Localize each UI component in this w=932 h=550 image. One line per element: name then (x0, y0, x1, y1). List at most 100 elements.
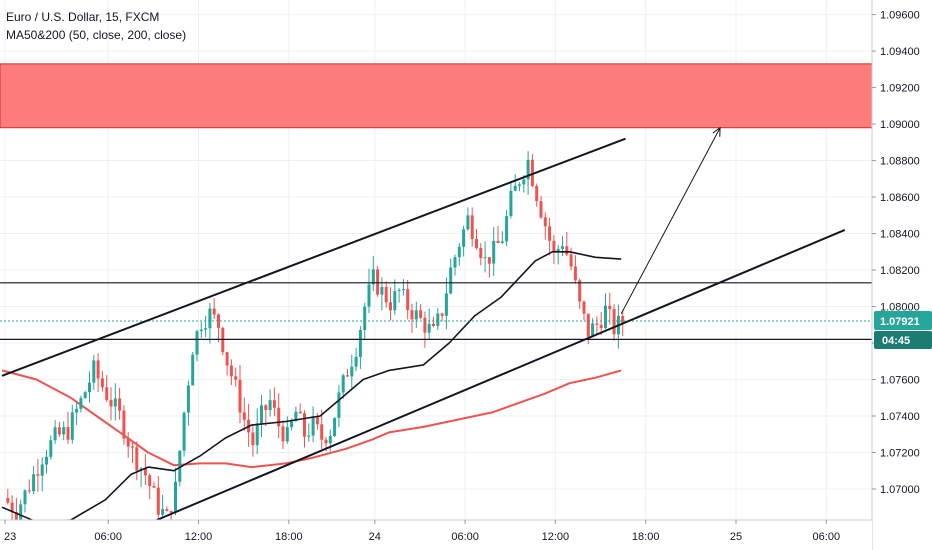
arrow-head (712, 126, 721, 137)
zone-rect (0, 63, 873, 129)
candle-body (23, 490, 27, 505)
candle-body (126, 438, 130, 447)
y-tick-label: 1.08200 (880, 265, 920, 277)
candle-body (535, 185, 539, 202)
candle-body (475, 239, 478, 249)
candle-body (462, 229, 466, 247)
x-tick-label: 06:00 (813, 531, 841, 543)
ma200-path (1, 369, 622, 469)
candle-body (350, 366, 354, 377)
candle-body (19, 504, 23, 521)
candle-body (88, 382, 91, 393)
candle-body (315, 416, 319, 425)
candle-body (32, 474, 36, 492)
candle-body (548, 226, 552, 241)
price-tags: 1.07921 04:45 (874, 310, 932, 349)
candle-body (57, 427, 61, 435)
candle-body (96, 360, 100, 379)
candle-body (303, 413, 306, 437)
candle-body (483, 257, 487, 259)
candle-body (440, 313, 444, 316)
candle-body (591, 323, 595, 337)
candle-body (62, 427, 66, 435)
candle-body (212, 308, 216, 315)
candle-body (36, 474, 40, 476)
candle-body (363, 306, 367, 330)
candle-body (118, 398, 122, 411)
x-tick-label: 24 (369, 531, 381, 543)
ma50-path (1, 251, 622, 523)
y-tick-label: 1.08600 (880, 192, 920, 204)
price-axis-bg (872, 0, 932, 550)
candle-body (105, 387, 109, 400)
y-tick-label: 1.07000 (880, 484, 920, 496)
candle-body (161, 509, 165, 515)
candle-body (457, 246, 461, 258)
candle-body (410, 310, 414, 320)
indicator-label[interactable]: MA50&200 (50, close, 200, close) (6, 28, 187, 42)
candle-body (522, 179, 526, 185)
candle-body (186, 385, 190, 413)
candle-body (453, 257, 457, 268)
candle-body (307, 435, 311, 437)
candle-body (199, 329, 203, 332)
candle-body (565, 246, 569, 255)
candle-body (45, 456, 48, 465)
candle-body (518, 184, 521, 186)
candle-body (165, 509, 169, 511)
candle-body (294, 411, 298, 422)
candle-body (341, 375, 345, 393)
candle-body (281, 426, 285, 442)
candle-body (75, 408, 79, 413)
y-tick-label: 1.07400 (880, 411, 920, 423)
candle-body (156, 487, 160, 515)
x-tick-label: 06:00 (451, 531, 479, 543)
candle-body (143, 468, 147, 476)
candle-body (367, 284, 371, 307)
candle-body (401, 289, 405, 291)
candle-body (569, 254, 573, 267)
candle-body (169, 510, 173, 513)
candle-body (285, 427, 289, 442)
candle-body (346, 375, 349, 377)
y-tick-label: 1.09600 (880, 10, 920, 22)
candle-body (234, 376, 238, 380)
candle-body (371, 269, 375, 285)
candle-body (277, 407, 281, 427)
x-tick-label: 25 (730, 531, 742, 543)
candle-body (260, 405, 263, 424)
candle-body (573, 266, 577, 281)
price-axis: 1.070001.072001.074001.076001.078001.080… (871, 0, 932, 550)
candle-body (337, 392, 341, 418)
candle-body (100, 378, 104, 388)
candle-body (135, 447, 139, 471)
candle-body (264, 405, 268, 411)
candle-body (79, 398, 83, 409)
symbol-title[interactable]: Euro / U.S. Dollar, 15, FXCM (6, 10, 160, 24)
candle-body (182, 412, 186, 451)
candle-body (298, 411, 302, 414)
candle-body (496, 240, 500, 243)
candle-body (221, 327, 225, 353)
candle-body (500, 241, 504, 243)
candle-body (131, 446, 134, 448)
candle-body (432, 323, 435, 326)
candle-body (466, 215, 470, 230)
candle-body (49, 440, 53, 457)
candle-body (406, 289, 410, 311)
price-tag (874, 310, 932, 330)
y-tick-label: 1.09200 (880, 83, 920, 95)
candle-body (217, 314, 220, 328)
candle-body (513, 185, 517, 191)
candle-body (526, 159, 530, 180)
x-tick-label: 12:00 (542, 531, 570, 543)
candle-body (380, 287, 384, 295)
y-tick-label: 1.07200 (880, 447, 920, 459)
ma50-line (1, 251, 622, 523)
candle-body (204, 328, 208, 330)
candle-body (311, 416, 315, 436)
candle-body (561, 246, 564, 249)
x-tick-label: 18:00 (275, 531, 303, 543)
candle-body (621, 315, 625, 324)
